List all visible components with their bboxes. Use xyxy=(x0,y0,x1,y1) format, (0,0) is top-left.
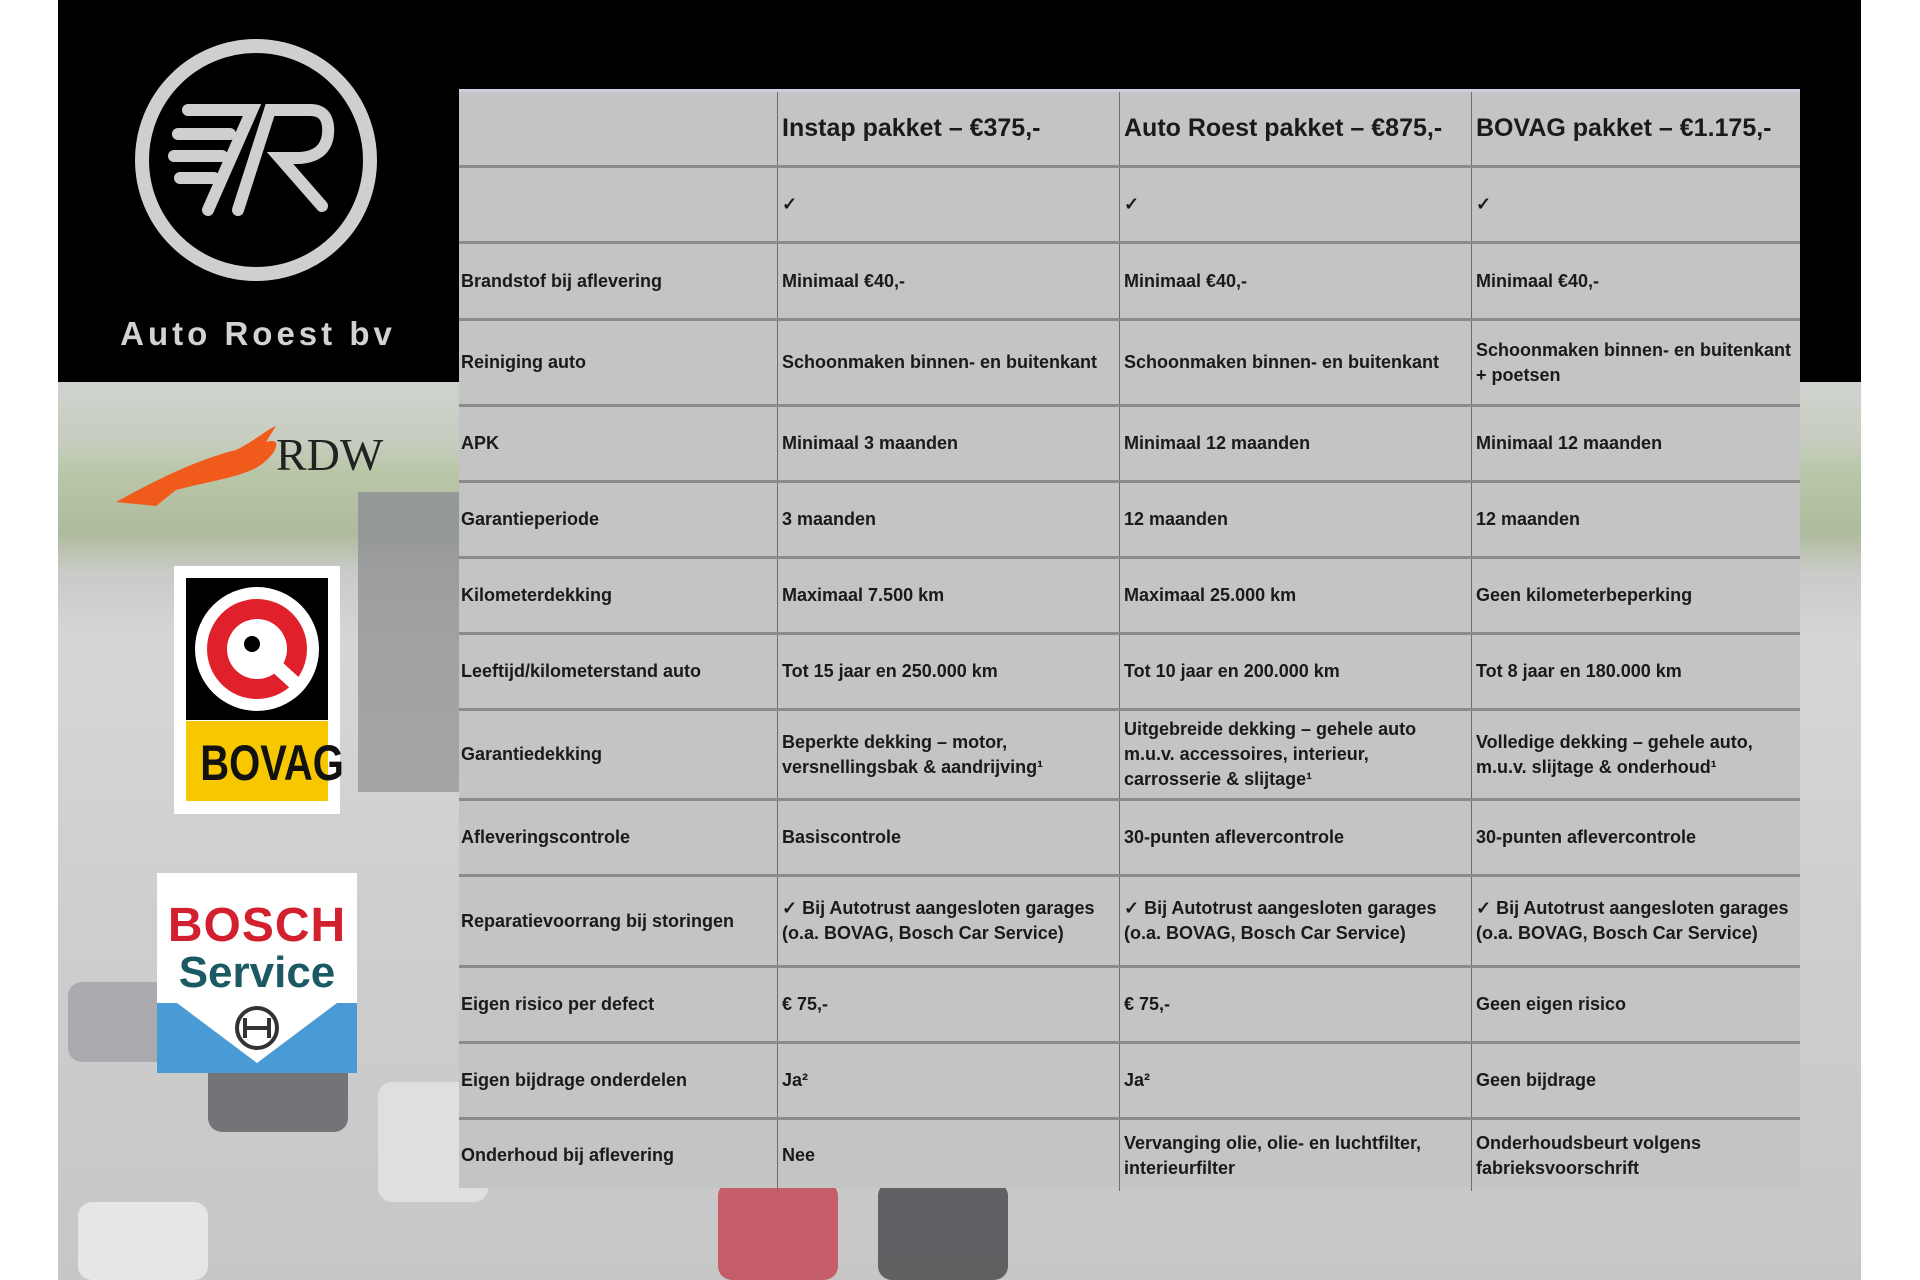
table-row: Garantiedekking Beperkte dekking – motor,… xyxy=(459,711,1800,801)
table-cell: Schoonmaken binnen- en buitenkant + poet… xyxy=(1476,339,1792,385)
bosch-logo-subtitle: Service xyxy=(178,948,336,997)
table-cell: Maximaal 25.000 km xyxy=(1120,559,1472,632)
table-cell: Volledige dekking – gehele auto, m.u.v. … xyxy=(1476,731,1753,777)
row-label: Reparatievoorrang bij storingen xyxy=(459,877,778,965)
bosch-logo-text: BOSCH xyxy=(167,899,347,952)
table-cell: Geen kilometerbeperking xyxy=(1476,585,1693,605)
row-label: Reiniging auto xyxy=(459,321,778,404)
row-label: Brandstof bij aflevering xyxy=(459,244,778,318)
table-cell: Vervanging olie, olie- en luchtfilter, i… xyxy=(1120,1120,1472,1191)
table-cell: Schoonmaken binnen- en buitenkant xyxy=(1120,321,1472,404)
table-cell: Maximaal 7.500 km xyxy=(778,559,1120,632)
table-cell: 30-punten aflevercontrole xyxy=(1476,827,1697,847)
table-cell: Ja² xyxy=(1120,1044,1472,1117)
row-label: APK xyxy=(459,407,778,480)
table-cell: Minimaal 3 maanden xyxy=(778,407,1120,480)
table-row: Reiniging auto Schoonmaken binnen- en bui… xyxy=(459,321,1800,407)
table-cell: Onderhoudsbeurt volgens fabrieksvoorschr… xyxy=(1476,1132,1702,1178)
column-header: BOVAG pakket – €1.175,- xyxy=(1476,114,1772,142)
table-row: Kilometerdekking Maximaal 7.500 km Maximaa… xyxy=(459,559,1800,635)
row-label: Eigen bijdrage onderdelen xyxy=(459,1044,778,1117)
row-label: Eigen risico per defect xyxy=(459,968,778,1041)
table-cell: 3 maanden xyxy=(778,483,1120,556)
table-row: Reparatievoorrang bij storingen ✓ Bij Aut… xyxy=(459,877,1800,968)
table-cell: Minimaal €40,- xyxy=(1476,270,1600,291)
table-cell: Beperkte dekking – motor, versnellingsba… xyxy=(778,711,1120,798)
table-row: ✓ ✓ ✓ xyxy=(459,168,1800,244)
table-row: APK Minimaal 3 maanden Minimaal 12 maanden… xyxy=(459,407,1800,483)
table-cell: Tot 8 jaar en 180.000 km xyxy=(1476,661,1682,681)
table-cell: 30-punten aflevercontrole xyxy=(1120,801,1472,874)
table-row: Eigen bijdrage onderdelen Ja² Ja² Geen bijd… xyxy=(459,1044,1800,1120)
table-cell: Tot 15 jaar en 250.000 km xyxy=(778,635,1120,708)
rdw-logo-text: RDW xyxy=(276,429,384,480)
table-cell: ✓ Bij Autotrust aangesloten garages (o.a… xyxy=(778,877,1120,965)
table-cell: ✓ Bij Autotrust aangesloten garages (o.a… xyxy=(1120,877,1472,965)
bovag-logo: BOVAG xyxy=(174,566,344,814)
table-header-row: Instap pakket – €375,- Auto Roest pakket … xyxy=(459,92,1800,168)
table-row: Brandstof bij aflevering Minimaal €40,- Mi… xyxy=(459,244,1800,321)
row-label: Kilometerdekking xyxy=(459,559,778,632)
table-cell: € 75,- xyxy=(1120,968,1472,1041)
table-cell: Minimaal €40,- xyxy=(778,244,1120,318)
table-cell: Ja² xyxy=(778,1044,1120,1117)
table-cell: € 75,- xyxy=(778,968,1120,1041)
table-cell: Minimaal 12 maanden xyxy=(1476,433,1663,453)
table-row: Garantieperiode 3 maanden 12 maanden 12 maa… xyxy=(459,483,1800,559)
bovag-logo-text: BOVAG xyxy=(200,735,344,791)
table-cell: Geen bijdrage xyxy=(1476,1070,1597,1090)
table-cell: 12 maanden xyxy=(1120,483,1472,556)
table-cell: Tot 10 jaar en 200.000 km xyxy=(1120,635,1472,708)
row-label: Garantiedekking xyxy=(459,711,778,798)
table-cell: ✓ Bij Autotrust aangesloten garages (o.a… xyxy=(1476,898,1789,943)
bosch-service-logo xyxy=(157,873,357,1073)
column-header: Instap pakket – €375,- xyxy=(778,92,1120,165)
column-header xyxy=(459,92,778,165)
package-comparison-table: Instap pakket – €375,- Auto Roest pakket … xyxy=(459,89,1800,1191)
auto-roest-logo xyxy=(135,39,377,281)
table-cell: Minimaal 12 maanden xyxy=(1120,407,1472,480)
table-cell: Basiscontrole xyxy=(778,801,1120,874)
row-label: Leeftijd/kilometerstand auto xyxy=(459,635,778,708)
table-row: Leeftijd/kilometerstand auto Tot 15 jaar … xyxy=(459,635,1800,711)
table-cell: Uitgebreide dekking – gehele auto m.u.v.… xyxy=(1120,711,1472,798)
row-label: Afleveringscontrole xyxy=(459,801,778,874)
brand-name: Auto Roest bv xyxy=(120,315,396,352)
row-label xyxy=(459,168,778,241)
table-row: Afleveringscontrole Basiscontrole 30-punte… xyxy=(459,801,1800,877)
table-cell: Nee xyxy=(778,1120,1120,1191)
table-cell: ✓ xyxy=(1476,194,1492,214)
table-cell: Geen eigen risico xyxy=(1476,994,1627,1014)
table-cell: ✓ xyxy=(1120,168,1472,241)
column-header: Auto Roest pakket – €875,- xyxy=(1120,92,1472,165)
table-row: Onderhoud bij aflevering Nee Vervanging ol… xyxy=(459,1120,1800,1191)
table-cell: Schoonmaken binnen- en buitenkant xyxy=(778,321,1120,404)
table-cell: ✓ xyxy=(778,168,1120,241)
table-row: Eigen risico per defect € 75,- € 75,- Geen … xyxy=(459,968,1800,1044)
table-cell: Minimaal €40,- xyxy=(1120,244,1472,318)
row-label: Onderhoud bij aflevering xyxy=(459,1120,778,1191)
row-label: Garantieperiode xyxy=(459,483,778,556)
rdw-logo xyxy=(116,426,277,506)
table-cell: 12 maanden xyxy=(1476,509,1581,529)
